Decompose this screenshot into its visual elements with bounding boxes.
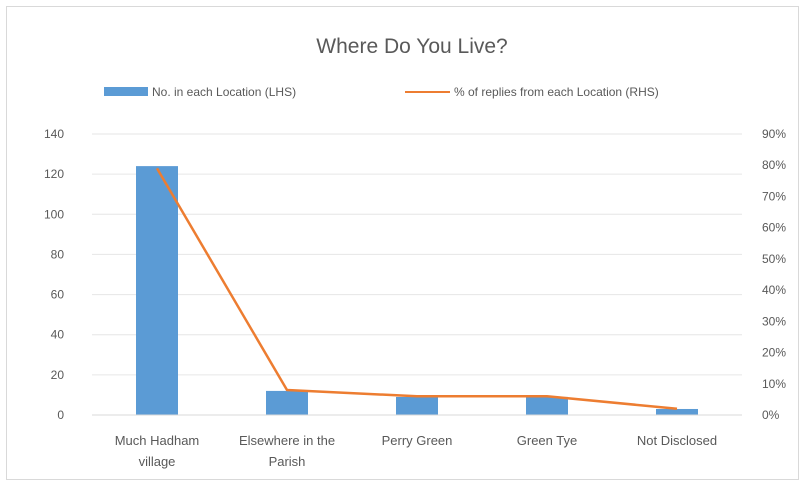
bar [266,390,308,415]
category-label: village [139,454,176,469]
right-tick-label: 10% [762,377,786,391]
category-label: Much Hadham [115,433,200,448]
category-labels: Much Hadham village Elsewhere in the Parish… [115,433,717,469]
legend-swatch-bar [104,87,148,96]
right-tick-label: 90% [762,127,786,141]
category-label: Green Tye [517,433,577,448]
left-tick-label: 100 [44,207,64,221]
left-axis-ticks: 0 20 40 60 80 100 120 140 [44,127,64,422]
right-tick-label: 30% [762,314,786,328]
legend: No. in each Location (LHS) % of replies … [104,85,659,99]
left-tick-label: 0 [57,408,64,422]
legend-label-bar: No. in each Location (LHS) [152,85,296,99]
right-tick-label: 40% [762,283,786,297]
left-tick-label: 140 [44,127,64,141]
left-tick-label: 120 [44,167,64,181]
gridlines [92,133,742,376]
left-tick-label: 60 [51,288,65,302]
right-tick-label: 60% [762,221,786,235]
chart-title: Where Do You Live? [316,35,507,58]
series-line [155,167,678,410]
left-tick-label: 80 [51,247,65,261]
bar-series [136,166,698,415]
category-label: Not Disclosed [637,433,717,448]
bar [136,166,178,415]
bar [656,408,698,415]
right-tick-label: 50% [762,252,786,266]
right-tick-label: 80% [762,158,786,172]
category-label: Perry Green [382,433,453,448]
right-axis-ticks: 0% 10% 20% 30% 40% 50% 60% 70% 80% 90% [762,127,786,422]
category-label: Elsewhere in the [239,433,335,448]
left-tick-label: 20 [51,368,65,382]
right-tick-label: 0% [762,408,780,422]
right-tick-label: 70% [762,189,786,203]
right-tick-label: 20% [762,346,786,360]
bar [396,396,438,415]
legend-label-line: % of replies from each Location (RHS) [454,85,659,99]
category-label: Parish [269,454,306,469]
left-tick-label: 40 [51,328,65,342]
line-series [155,167,678,410]
bar [526,396,568,415]
